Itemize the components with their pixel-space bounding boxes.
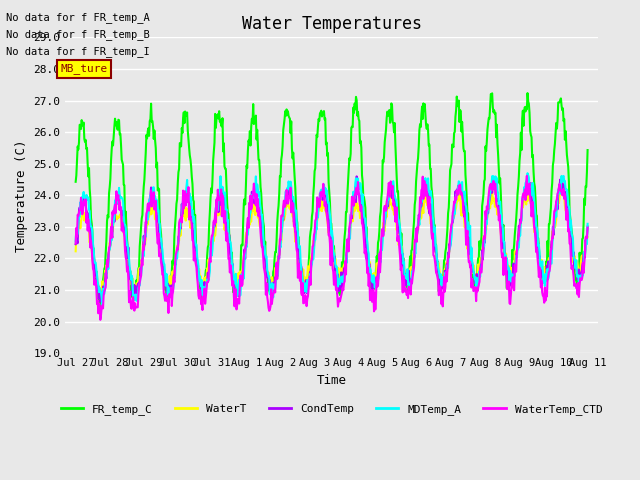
MDTemp_A — [227, 240, 234, 245]
WaterT — [268, 293, 275, 299]
FR_temp_C — [524, 90, 531, 96]
FR_temp_C — [584, 147, 591, 153]
WaterTemp_CTD — [523, 173, 531, 179]
CondTemp — [97, 299, 104, 304]
CondTemp — [227, 253, 234, 259]
MDTemp_A — [271, 285, 279, 291]
Line: MDTemp_A: MDTemp_A — [76, 173, 588, 305]
FR_temp_C — [227, 246, 234, 252]
WaterT — [132, 287, 140, 293]
WaterTemp_CTD — [97, 317, 104, 323]
WaterTemp_CTD — [271, 289, 279, 295]
WaterT — [584, 234, 591, 240]
FR_temp_C — [132, 277, 140, 283]
Text: No data for f FR_temp_B: No data for f FR_temp_B — [6, 29, 150, 40]
Line: WaterTemp_CTD: WaterTemp_CTD — [76, 176, 588, 320]
WaterT — [271, 265, 279, 271]
WaterTemp_CTD — [132, 304, 140, 310]
WaterTemp_CTD — [584, 225, 591, 230]
MDTemp_A — [584, 221, 591, 227]
WaterT — [252, 212, 259, 218]
Text: No data for f FR_temp_I: No data for f FR_temp_I — [6, 46, 150, 57]
MDTemp_A — [413, 229, 421, 235]
Y-axis label: Temperature (C): Temperature (C) — [15, 139, 28, 252]
WaterT — [72, 249, 79, 254]
Text: MB_ture: MB_ture — [61, 63, 108, 74]
CondTemp — [132, 284, 140, 289]
MDTemp_A — [252, 173, 260, 179]
WaterTemp_CTD — [385, 180, 392, 186]
FR_temp_C — [271, 249, 279, 255]
FR_temp_C — [72, 179, 79, 185]
FR_temp_C — [97, 307, 104, 313]
Title: Water Temperatures: Water Temperatures — [242, 15, 422, 33]
WaterT — [557, 183, 565, 189]
CondTemp — [584, 224, 591, 229]
Line: CondTemp: CondTemp — [76, 176, 588, 301]
Text: No data for f FR_temp_A: No data for f FR_temp_A — [6, 12, 150, 23]
MDTemp_A — [72, 239, 79, 244]
WaterT — [226, 249, 234, 254]
FR_temp_C — [413, 161, 421, 167]
CondTemp — [252, 192, 260, 198]
FR_temp_C — [385, 110, 392, 116]
Line: WaterT: WaterT — [76, 186, 588, 296]
CondTemp — [385, 190, 393, 195]
MDTemp_A — [385, 197, 392, 203]
CondTemp — [271, 275, 279, 280]
WaterTemp_CTD — [252, 203, 260, 208]
Line: FR_temp_C: FR_temp_C — [76, 93, 588, 310]
WaterTemp_CTD — [227, 262, 234, 268]
WaterT — [385, 205, 392, 211]
Legend: FR_temp_C, WaterT, CondTemp, MDTemp_A, WaterTemp_CTD: FR_temp_C, WaterT, CondTemp, MDTemp_A, W… — [56, 400, 607, 420]
CondTemp — [414, 221, 422, 227]
MDTemp_A — [132, 298, 140, 304]
MDTemp_A — [99, 302, 106, 308]
WaterTemp_CTD — [413, 224, 421, 230]
X-axis label: Time: Time — [317, 373, 347, 386]
WaterT — [413, 229, 421, 235]
FR_temp_C — [252, 113, 260, 119]
MDTemp_A — [524, 170, 531, 176]
WaterTemp_CTD — [72, 240, 79, 246]
CondTemp — [353, 173, 360, 179]
CondTemp — [72, 241, 79, 247]
